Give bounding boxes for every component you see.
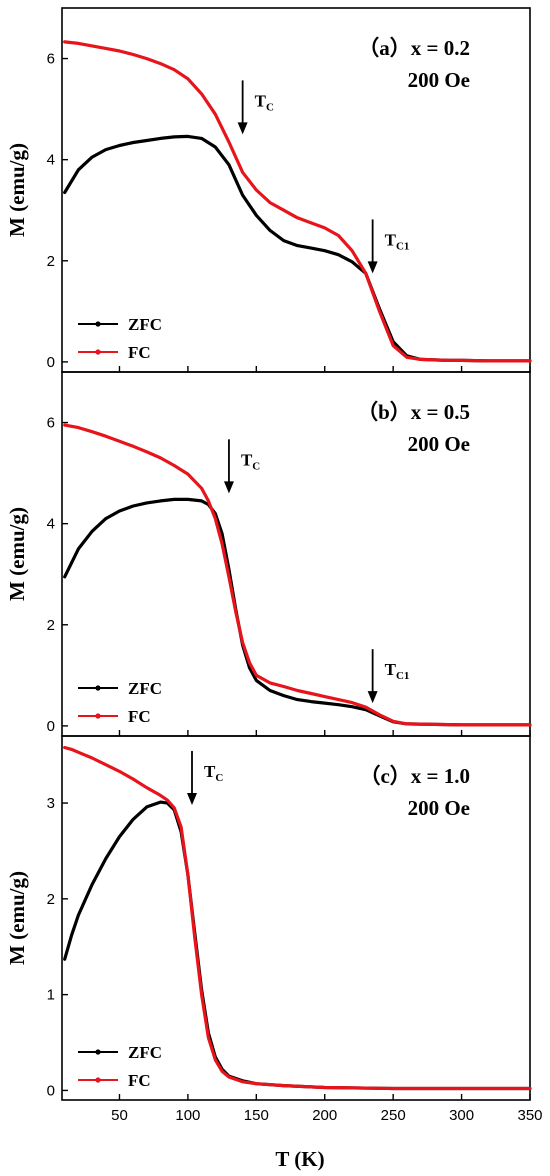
y-axis-title: M (emu/g) (5, 871, 29, 965)
legend-marker-fc (95, 1077, 101, 1083)
y-tick-label: 0 (47, 1082, 55, 1099)
x-tick-label: 300 (449, 1107, 474, 1124)
field-label: 200 Oe (408, 68, 470, 92)
y-tick-label: 4 (47, 516, 55, 533)
tc-arrow-head (367, 691, 378, 704)
x-tick-label: 100 (175, 1107, 200, 1124)
panel-label: （a）x = 0.2 (358, 36, 470, 60)
legend-label-fc: FC (128, 343, 151, 362)
series-line-fc (63, 423, 532, 727)
x-axis-title: T (K) (275, 1147, 324, 1171)
tc-arrow-head (187, 792, 197, 805)
tc-label: TC (241, 450, 260, 472)
y-tick-label: 0 (47, 354, 55, 371)
legend-label-fc: FC (128, 707, 151, 726)
plot-frame (61, 735, 531, 1101)
field-label: 200 Oe (408, 796, 470, 820)
series-line-fc (63, 40, 532, 363)
panel-1: 0 2 4 6 M (emu/g) （a）x = 0.2 200 Oe TC TC1 ZFC FC (5, 7, 532, 373)
legend-marker-fc (95, 349, 101, 355)
y-axis-title: M (emu/g) (5, 143, 29, 237)
legend-marker-fc (95, 713, 101, 719)
tc-arrow-head (223, 481, 234, 494)
x-tick-label: 250 (381, 1107, 406, 1124)
legend-label-zfc: ZFC (128, 1043, 162, 1062)
tc-label: TC1 (385, 660, 410, 682)
field-label: 200 Oe (408, 432, 470, 456)
y-tick-label: 3 (47, 795, 55, 812)
x-tick-label: 200 (312, 1107, 337, 1124)
legend-label-zfc: ZFC (128, 315, 162, 334)
legend-label-zfc: ZFC (128, 679, 162, 698)
y-axis-title: M (emu/g) (5, 507, 29, 601)
y-tick-label: 0 (47, 718, 55, 735)
legend-marker-zfc (95, 321, 101, 327)
y-tick-label: 2 (47, 617, 55, 634)
legend-marker-zfc (95, 685, 101, 691)
legend-marker-zfc (95, 1049, 101, 1055)
tc-label: TC (255, 91, 274, 113)
y-tick-label: 6 (47, 415, 55, 432)
series-line-fc (63, 745, 532, 1091)
panel-2: 0 2 4 6 M (emu/g) （b）x = 0.5 200 Oe TC TC1 ZFC FC (5, 371, 532, 737)
x-tick-label: 150 (244, 1107, 269, 1124)
y-tick-label: 2 (47, 253, 55, 270)
legend-label-fc: FC (128, 1071, 151, 1090)
y-tick-label: 2 (47, 891, 55, 908)
x-tick-label: 350 (517, 1107, 542, 1124)
tc-label: TC (204, 762, 223, 784)
tc-arrow-head (237, 122, 248, 135)
y-tick-label: 4 (47, 152, 55, 169)
y-tick-label: 1 (47, 987, 55, 1004)
y-tick-label: 6 (47, 51, 55, 68)
panel-label: （b）x = 0.5 (357, 400, 470, 424)
tc-arrow-head (367, 261, 378, 274)
tc-label: TC1 (385, 230, 410, 252)
x-tick-label: 50 (111, 1107, 128, 1124)
panel-label: （c）x = 1.0 (359, 764, 470, 788)
